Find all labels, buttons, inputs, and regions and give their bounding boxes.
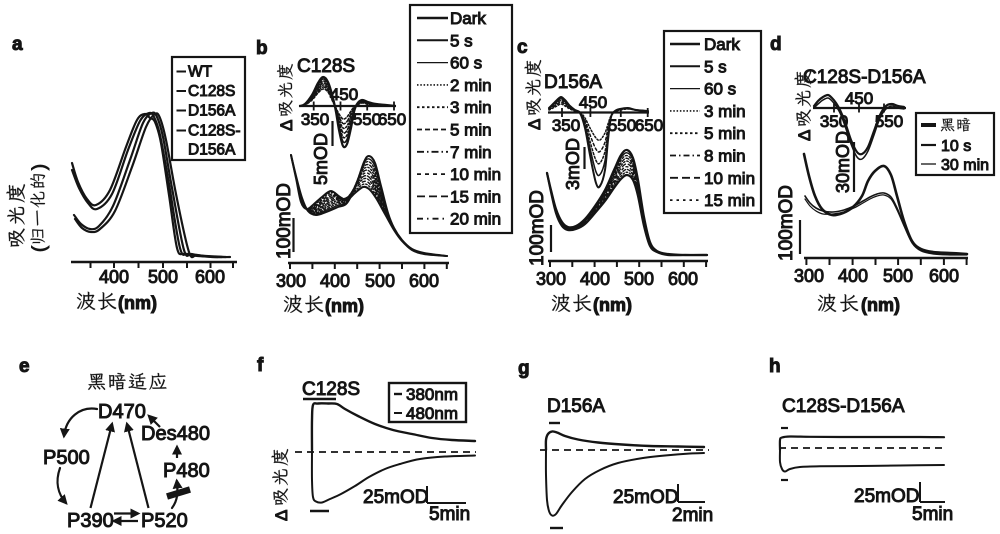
- svg-text:5 min: 5 min: [704, 124, 746, 143]
- svg-text:380nm: 380nm: [406, 385, 458, 404]
- svg-text:h: h: [769, 356, 781, 377]
- svg-text:30 min: 30 min: [941, 157, 989, 174]
- svg-text:400: 400: [580, 269, 610, 289]
- svg-text:500: 500: [148, 267, 178, 287]
- svg-text:WT: WT: [188, 64, 213, 81]
- svg-text:): ): [29, 164, 49, 170]
- svg-text:25mOD: 25mOD: [854, 486, 919, 507]
- svg-text:650: 650: [378, 110, 406, 129]
- svg-text:Dark: Dark: [704, 35, 740, 54]
- svg-text:C128S-D156A: C128S-D156A: [782, 396, 905, 417]
- svg-text:550: 550: [353, 110, 381, 129]
- svg-text:D156A: D156A: [188, 142, 236, 159]
- svg-text:100mOD: 100mOD: [776, 185, 797, 261]
- svg-text:C128S: C128S: [302, 379, 360, 400]
- svg-text:10 min: 10 min: [450, 165, 501, 184]
- svg-text:550: 550: [875, 112, 903, 131]
- svg-text:2min: 2min: [672, 505, 713, 526]
- svg-text:(nm): (nm): [861, 295, 900, 315]
- svg-text:(nm): (nm): [593, 295, 632, 315]
- svg-text:D156A: D156A: [188, 103, 236, 120]
- svg-text:c: c: [517, 37, 528, 58]
- svg-text:(: (: [29, 246, 49, 252]
- svg-text:C128S-D156A: C128S-D156A: [803, 67, 926, 88]
- svg-text:300: 300: [794, 266, 824, 286]
- svg-text:600: 600: [668, 269, 698, 289]
- svg-text:60 s: 60 s: [704, 80, 736, 99]
- svg-text:C128S-: C128S-: [188, 123, 241, 140]
- svg-text:480nm: 480nm: [406, 404, 458, 423]
- svg-text:400: 400: [99, 267, 129, 287]
- svg-text:3 min: 3 min: [450, 98, 492, 117]
- svg-text:15 min: 15 min: [704, 191, 755, 210]
- svg-text:C128S: C128S: [297, 56, 355, 77]
- svg-text:D156A: D156A: [547, 396, 605, 417]
- svg-text:(nm): (nm): [118, 293, 157, 313]
- svg-text:5min: 5min: [912, 504, 953, 525]
- svg-text:550: 550: [608, 116, 636, 135]
- svg-text:3mOD: 3mOD: [563, 138, 583, 190]
- svg-text:5 s: 5 s: [704, 57, 727, 76]
- svg-text:300: 300: [536, 269, 566, 289]
- svg-text:5min: 5min: [429, 504, 470, 525]
- svg-text:100mOD: 100mOD: [274, 183, 295, 259]
- svg-text:Δ: Δ: [795, 130, 814, 141]
- svg-text:650: 650: [635, 116, 663, 135]
- svg-text:600: 600: [195, 267, 225, 287]
- svg-text:Δ: Δ: [525, 119, 544, 130]
- svg-text:500: 500: [365, 271, 395, 291]
- svg-text:P390: P390: [67, 510, 114, 532]
- svg-text:e: e: [19, 356, 30, 377]
- svg-text:400: 400: [320, 271, 350, 291]
- svg-text:450: 450: [845, 89, 873, 108]
- svg-text:10 min: 10 min: [704, 169, 755, 188]
- svg-text:60 s: 60 s: [450, 54, 482, 73]
- svg-text:350: 350: [552, 116, 580, 135]
- svg-text:10 s: 10 s: [941, 138, 971, 155]
- svg-text:D156A: D156A: [544, 72, 602, 93]
- svg-text:20 min: 20 min: [450, 210, 501, 229]
- svg-text:5 min: 5 min: [450, 121, 492, 140]
- svg-text:P480: P480: [163, 460, 210, 482]
- svg-text:450: 450: [579, 93, 607, 112]
- svg-text:(nm): (nm): [325, 296, 364, 316]
- svg-text:5mOD: 5mOD: [311, 133, 331, 185]
- svg-text:15 min: 15 min: [450, 187, 501, 206]
- svg-text:g: g: [518, 358, 530, 379]
- svg-text:a: a: [12, 34, 23, 55]
- svg-text:b: b: [256, 38, 268, 59]
- svg-text:500: 500: [883, 266, 913, 286]
- svg-text:5 s: 5 s: [450, 31, 473, 50]
- svg-text:C128S: C128S: [188, 83, 235, 100]
- svg-text:2 min: 2 min: [450, 76, 492, 95]
- svg-text:8 min: 8 min: [704, 147, 746, 166]
- svg-text:100mOD: 100mOD: [527, 190, 548, 266]
- svg-text:P520: P520: [141, 510, 188, 532]
- svg-text:d: d: [770, 34, 782, 55]
- svg-text:Dark: Dark: [450, 9, 486, 28]
- svg-text:25mOD: 25mOD: [613, 487, 678, 508]
- svg-text:Δ: Δ: [277, 120, 296, 131]
- svg-text:3 min: 3 min: [704, 102, 746, 121]
- svg-text:350: 350: [301, 110, 329, 129]
- svg-text:25mOD: 25mOD: [363, 487, 428, 508]
- svg-text:30mOD: 30mOD: [833, 131, 853, 193]
- svg-text:300: 300: [276, 271, 306, 291]
- svg-text:f: f: [257, 355, 264, 376]
- svg-text:450: 450: [330, 85, 358, 104]
- svg-text:400: 400: [838, 266, 868, 286]
- svg-text:P500: P500: [43, 447, 90, 469]
- svg-text:600: 600: [929, 266, 959, 286]
- svg-text:600: 600: [409, 271, 439, 291]
- svg-text:Des480: Des480: [141, 423, 210, 445]
- svg-text:500: 500: [624, 269, 654, 289]
- svg-text:Δ: Δ: [272, 510, 291, 521]
- svg-text:D470: D470: [98, 401, 146, 423]
- svg-text:7 min: 7 min: [450, 143, 492, 162]
